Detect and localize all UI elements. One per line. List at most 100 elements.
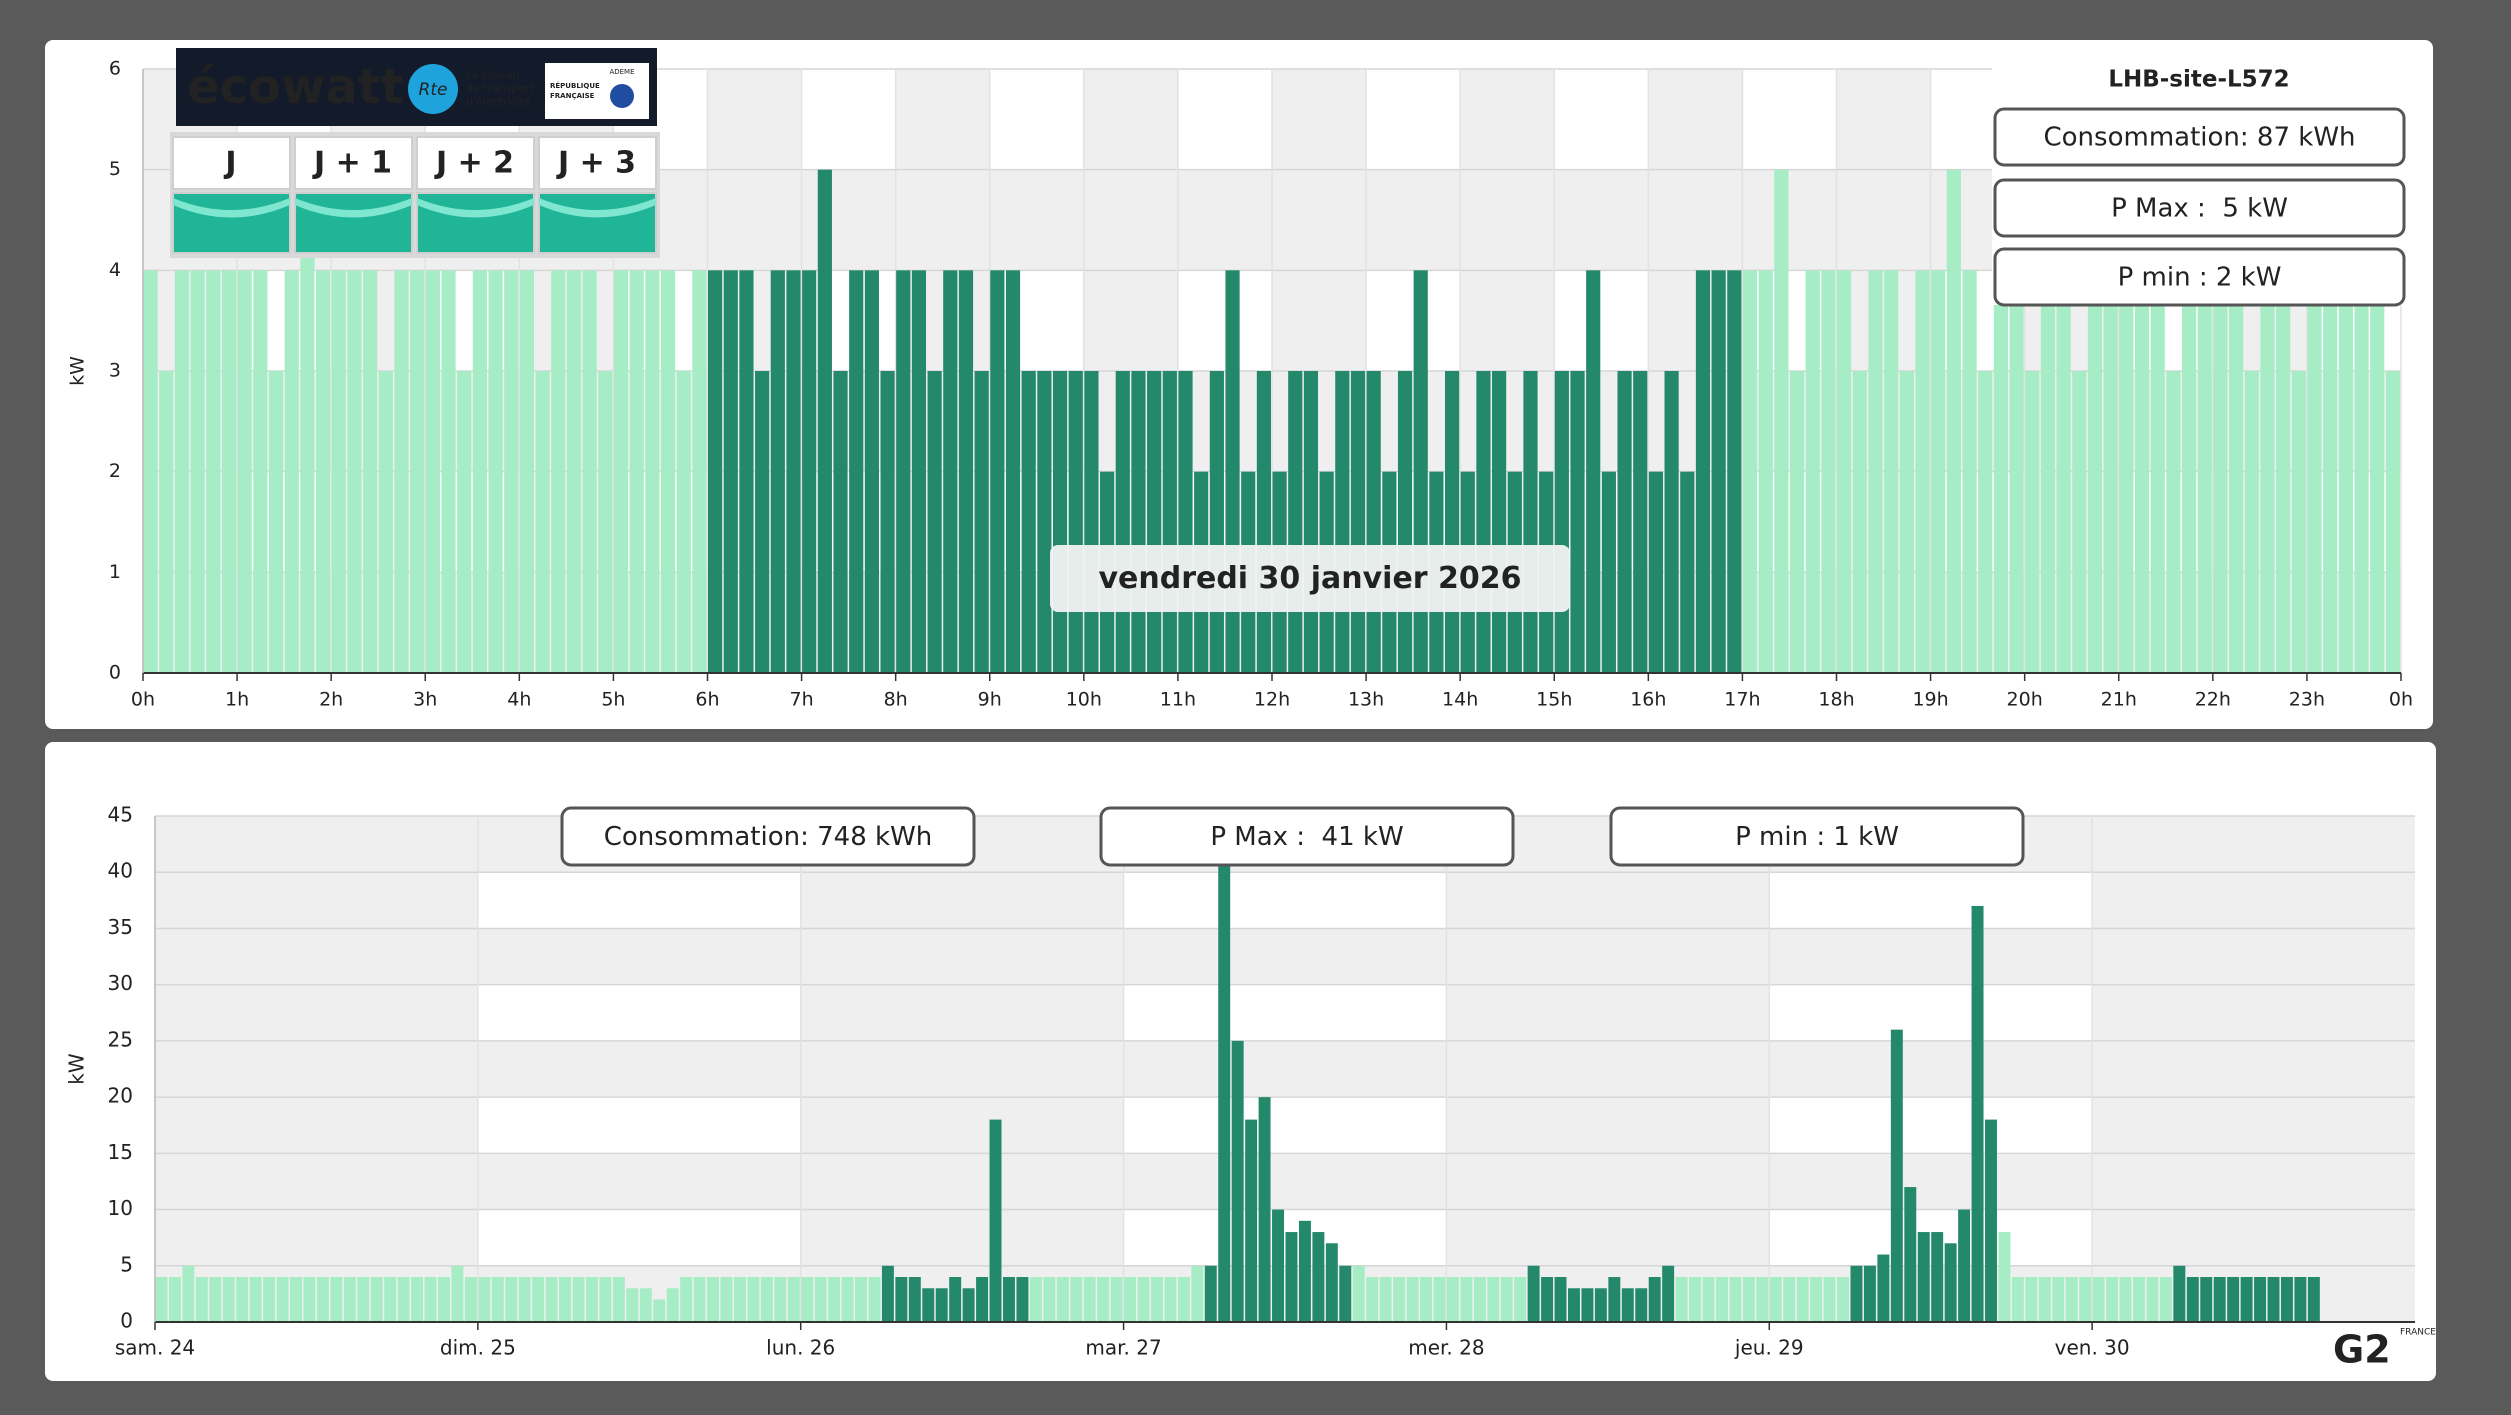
bar (881, 1265, 894, 1322)
bar (190, 270, 205, 673)
plot-band (155, 816, 478, 873)
stat-box (1993, 178, 2406, 238)
plot-band (155, 984, 478, 1041)
plot-band (1769, 1097, 2093, 1154)
x-tick-label: jeu. 29 (1734, 1336, 1804, 1360)
y-tick-label: 10 (108, 1196, 133, 1220)
plot-band (1648, 471, 1743, 573)
bar (1837, 1277, 1849, 1322)
bar (2150, 270, 2165, 673)
rte-text: de transport (466, 82, 535, 95)
plot-band (1272, 270, 1367, 371)
bar (1413, 270, 1428, 673)
bar (559, 1277, 572, 1322)
bar (1397, 371, 1413, 673)
day-signal-wave (295, 198, 412, 218)
bar (733, 1277, 746, 1322)
bar (760, 1277, 773, 1322)
plot-band (1083, 371, 1178, 472)
plot-band (155, 1097, 478, 1154)
bar (1258, 1097, 1271, 1322)
bar (1492, 371, 1507, 673)
bar (1162, 371, 1177, 673)
bar (1711, 270, 1726, 673)
bar (2181, 270, 2197, 673)
plot-band (1177, 169, 1272, 271)
plot-band (1836, 572, 1931, 673)
plot-band (331, 371, 426, 472)
day-header (172, 136, 291, 190)
day-signal (294, 192, 413, 254)
bar (2267, 1277, 2280, 1322)
bar (1695, 270, 1711, 673)
bar (943, 270, 958, 673)
bar (1664, 371, 1679, 673)
bar (1084, 371, 1099, 673)
republique-text: RÉPUBLIQUE (550, 81, 600, 90)
plot-band (2092, 872, 2415, 929)
bar (1016, 1277, 1029, 1322)
bar (2240, 1277, 2253, 1322)
plot-band (1648, 371, 1743, 472)
bar (2056, 270, 2071, 673)
bar (410, 270, 425, 673)
bar (2213, 270, 2228, 673)
stat-text: P Max : 41 kW (1210, 822, 1403, 852)
bar (864, 270, 879, 673)
y-tick-label: 45 (108, 803, 133, 827)
bar (1131, 371, 1146, 673)
bar (1147, 371, 1162, 673)
bar (1915, 270, 1930, 673)
day-label: J (223, 146, 236, 181)
plot-band (1123, 1040, 1447, 1098)
bar (394, 270, 409, 673)
x-tick-label: 21h (2101, 689, 2137, 711)
bar (1218, 860, 1231, 1322)
plot-band (2024, 471, 2119, 573)
bar (855, 1277, 867, 1322)
bar (2040, 270, 2056, 673)
plot-band (2118, 371, 2213, 472)
bar (1191, 1265, 1204, 1322)
bar (680, 1277, 693, 1322)
plot-band (613, 270, 708, 371)
bar (1460, 1277, 1473, 1322)
bar (1877, 1254, 1890, 1322)
plot-band (1123, 1265, 1447, 1322)
x-tick-label: 15h (1536, 689, 1572, 711)
plot-band (1769, 1265, 2093, 1322)
plot-band (1648, 572, 1743, 673)
bar (582, 270, 597, 673)
bar (1245, 1119, 1258, 1322)
y-axis-label: kW (67, 356, 89, 386)
plot-band (895, 169, 990, 271)
bar (1177, 1277, 1190, 1322)
bar (1366, 371, 1381, 673)
bar (2092, 1277, 2105, 1322)
plot-band (2118, 471, 2213, 573)
plot-band (895, 371, 990, 472)
bar (1863, 1265, 1876, 1322)
bar (472, 270, 487, 673)
bar (880, 371, 895, 673)
republique-text: FRANÇAISE (550, 92, 595, 100)
plot-band (989, 371, 1084, 472)
plot-band (237, 471, 332, 573)
bar (1727, 270, 1742, 673)
bar (1810, 1277, 1823, 1322)
stat-box (1609, 806, 2025, 867)
bar (237, 270, 252, 673)
bar (276, 1277, 289, 1322)
bar (303, 1277, 316, 1322)
bar (1335, 371, 1350, 673)
plot-band (2092, 984, 2415, 1041)
plot-band (613, 572, 708, 673)
bar (612, 1277, 625, 1322)
bar (1298, 1220, 1311, 1322)
bar (532, 1277, 545, 1322)
bar (566, 270, 582, 673)
bar (249, 1277, 262, 1322)
bar (1115, 371, 1130, 673)
bar (613, 270, 629, 673)
bar (2197, 270, 2212, 673)
